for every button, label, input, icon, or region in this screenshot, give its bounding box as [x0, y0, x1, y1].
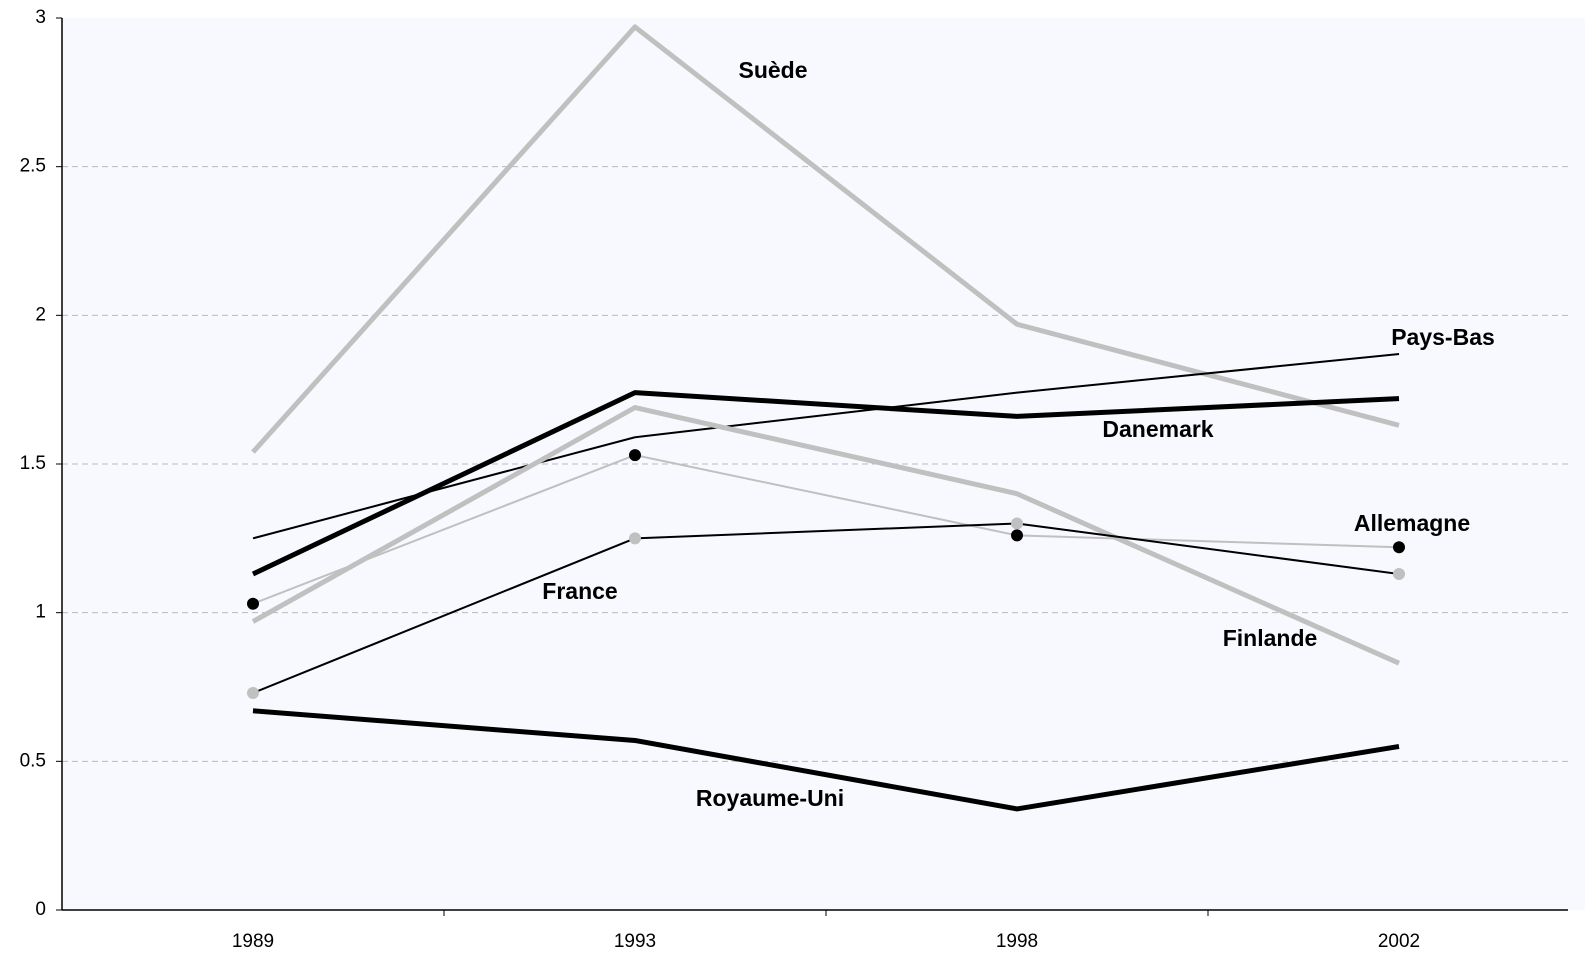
marker	[1011, 529, 1023, 542]
marker	[1393, 541, 1405, 554]
y-tick-label: 2	[35, 304, 46, 325]
line	[252, 708, 1400, 812]
series-label: Finlande	[1223, 625, 1318, 651]
x-tick-label: 1989	[232, 931, 274, 952]
marker	[629, 532, 641, 545]
line	[252, 454, 1400, 605]
line	[252, 352, 1400, 540]
marker	[1011, 517, 1023, 530]
series-label: Royaume-Uni	[696, 785, 844, 811]
y-tick-label: 0	[35, 899, 46, 920]
series-label: Pays-Bas	[1391, 324, 1495, 350]
line	[251, 405, 1401, 666]
marker	[247, 597, 259, 610]
marker	[629, 449, 641, 462]
series-label: Danemark	[1102, 416, 1213, 442]
x-tick-label: 1993	[614, 931, 656, 952]
series-label: Suède	[738, 57, 807, 83]
y-tick-label: 3	[35, 7, 46, 28]
y-tick-label: 1.5	[20, 453, 46, 474]
series-label: France	[542, 578, 617, 604]
line	[251, 390, 1400, 577]
y-tick-label: 0.5	[20, 750, 46, 771]
line	[252, 522, 1400, 694]
x-tick-label: 1998	[996, 931, 1038, 952]
line	[251, 24, 1400, 454]
y-tick-label: 2.5	[20, 156, 46, 177]
x-tick-label: 2002	[1378, 931, 1420, 952]
marker	[1393, 568, 1405, 581]
y-tick-label: 1	[35, 602, 46, 623]
series-label: Allemagne	[1354, 510, 1470, 536]
marker	[247, 686, 259, 699]
